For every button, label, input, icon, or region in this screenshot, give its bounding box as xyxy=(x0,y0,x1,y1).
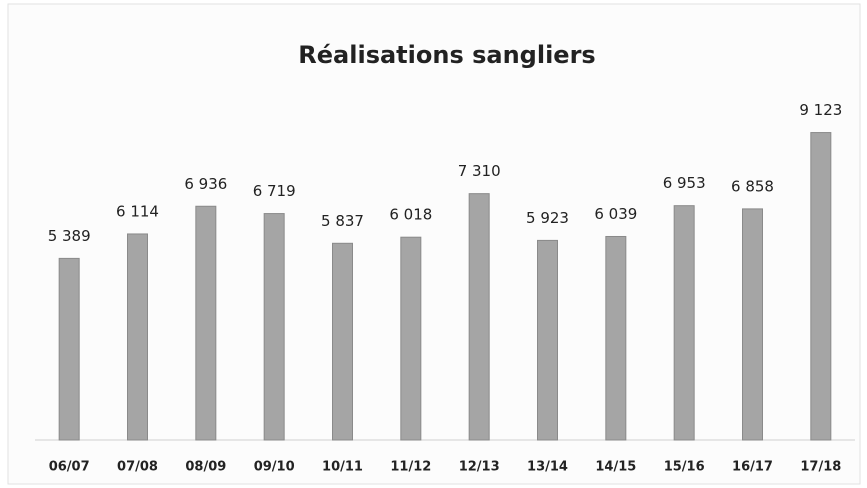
x-tick-label: 08/09 xyxy=(185,460,226,475)
bar xyxy=(673,205,695,441)
bar xyxy=(195,205,217,441)
x-tick-label: 10/11 xyxy=(322,460,363,475)
bar xyxy=(537,239,558,441)
value-label: 6 018 xyxy=(389,206,432,224)
x-tick-label: 11/12 xyxy=(390,460,431,475)
value-label: 5 923 xyxy=(526,209,569,227)
value-label: 6 039 xyxy=(594,205,637,223)
chart-title: Réalisations sangliers xyxy=(298,41,595,69)
bar xyxy=(810,132,832,441)
value-label: 6 858 xyxy=(731,177,774,195)
value-label: 9 123 xyxy=(799,101,842,119)
value-label: 6 719 xyxy=(253,182,296,200)
x-tick-label: 17/18 xyxy=(800,460,841,475)
bar xyxy=(332,242,353,441)
value-label: 6 936 xyxy=(184,175,227,193)
x-tick-label: 06/07 xyxy=(49,460,90,475)
x-tick-label: 15/16 xyxy=(664,460,705,475)
x-tick-label: 07/08 xyxy=(117,460,158,475)
bar xyxy=(263,213,285,441)
value-label: 6 114 xyxy=(116,202,159,220)
chart-frame xyxy=(7,3,861,485)
bar xyxy=(742,208,763,441)
x-tick-label: 13/14 xyxy=(527,460,568,475)
bar xyxy=(58,257,80,441)
bar xyxy=(127,233,148,441)
x-tick-label: 12/13 xyxy=(459,460,500,475)
bar xyxy=(468,193,490,441)
x-tick-label: 14/15 xyxy=(595,460,636,475)
value-label: 6 953 xyxy=(663,174,706,192)
bar xyxy=(605,235,627,441)
value-label: 5 837 xyxy=(321,212,364,230)
bar xyxy=(400,236,422,441)
x-tick-label: 09/10 xyxy=(254,460,295,475)
value-label: 5 389 xyxy=(48,227,91,245)
value-label: 7 310 xyxy=(458,162,501,180)
x-tick-label: 16/17 xyxy=(732,460,773,475)
